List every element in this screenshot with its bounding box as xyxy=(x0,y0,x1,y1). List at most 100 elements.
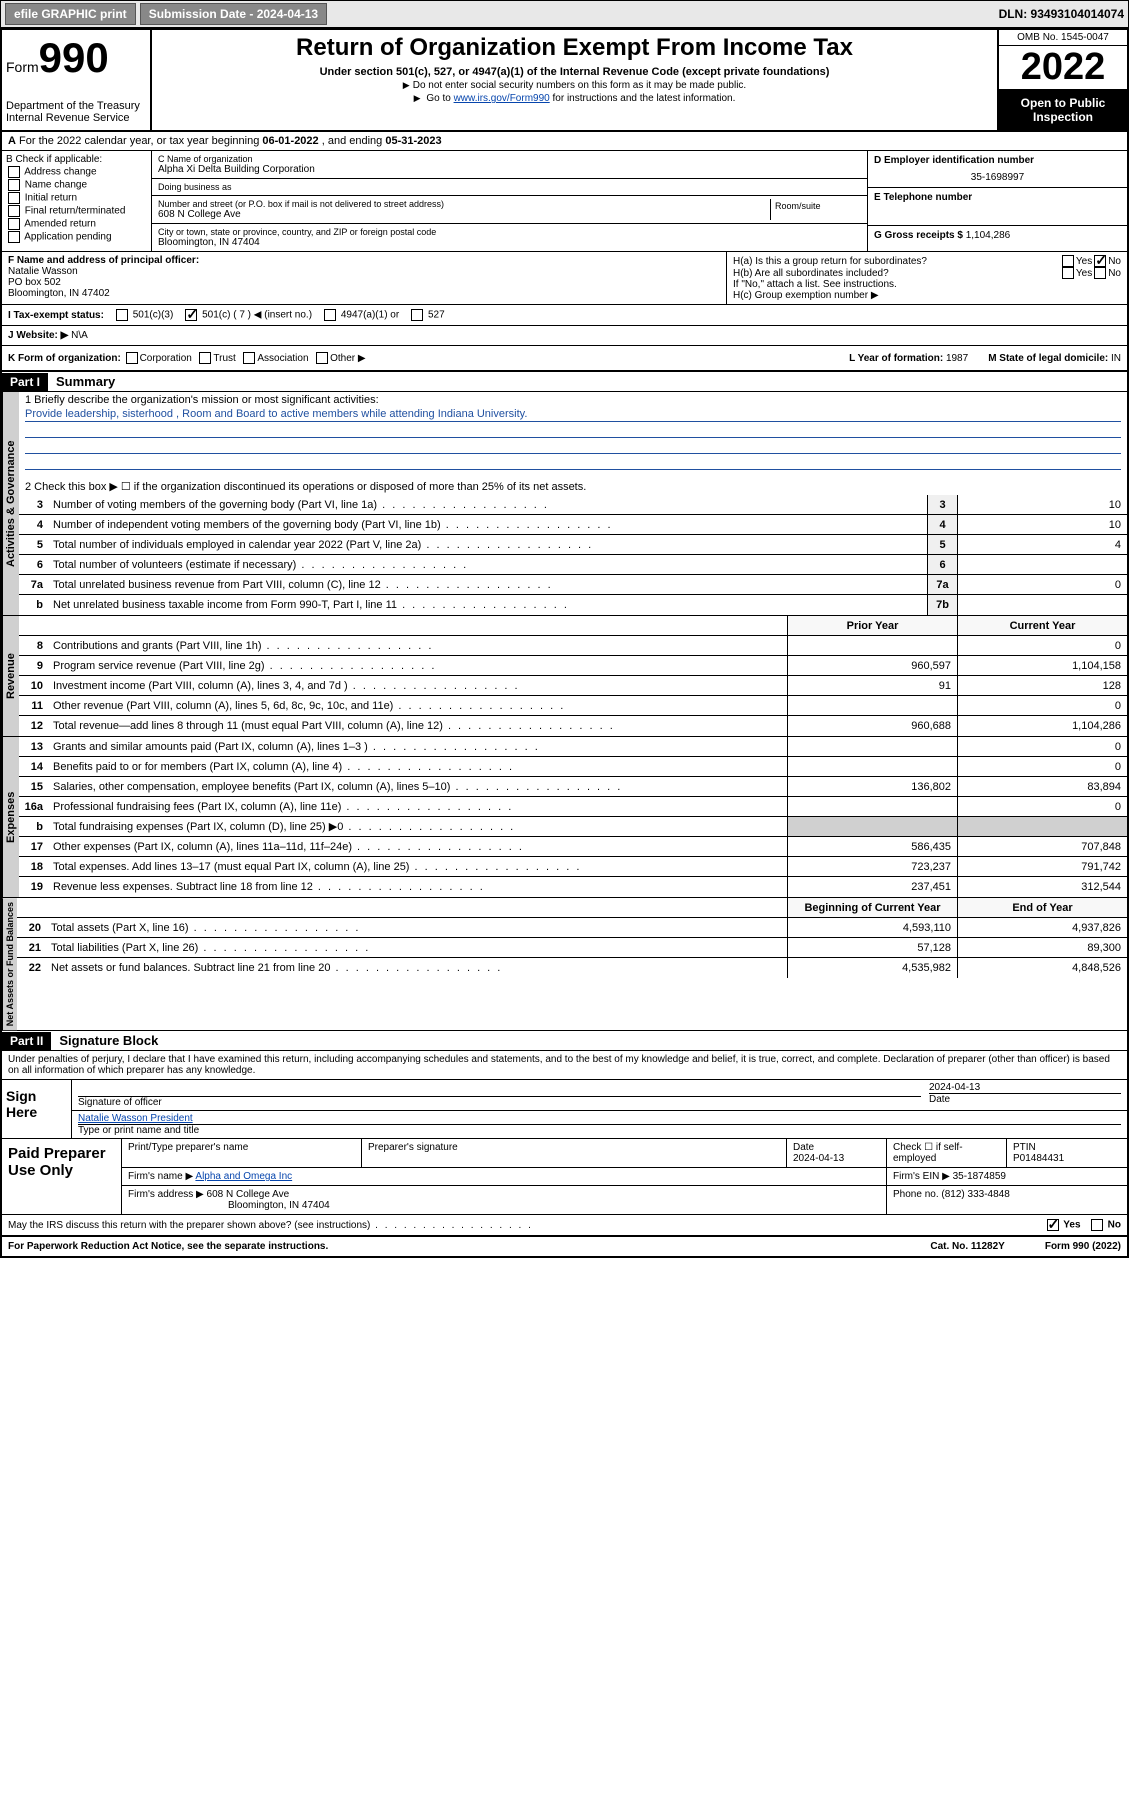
curr-year-hdr: Current Year xyxy=(957,616,1127,635)
check-amended[interactable] xyxy=(8,218,20,230)
check-501c3[interactable] xyxy=(116,309,128,321)
firm-name[interactable]: Alpha and Omega Inc xyxy=(195,1171,292,1182)
row-curr: 0 xyxy=(957,797,1127,816)
vtab-netassets: Net Assets or Fund Balances xyxy=(2,898,17,1030)
firm-addr2: Bloomington, IN 47404 xyxy=(128,1200,880,1211)
check-name-change[interactable] xyxy=(8,179,20,191)
city-value: Bloomington, IN 47404 xyxy=(158,237,861,248)
hb-no-check[interactable] xyxy=(1094,267,1106,279)
lbl-name-change: Name change xyxy=(25,180,87,191)
irs-link[interactable]: www.irs.gov/Form990 xyxy=(454,93,550,104)
gov-val: 4 xyxy=(957,535,1127,554)
row-prior: 4,593,110 xyxy=(787,918,957,937)
row-desc: Salaries, other compensation, employee b… xyxy=(49,779,787,795)
row-desc: Total fundraising expenses (Part IX, col… xyxy=(49,818,787,835)
table-row-20: 20 Total assets (Part X, line 16) 4,593,… xyxy=(17,918,1127,938)
submission-date-button[interactable]: Submission Date - 2024-04-13 xyxy=(140,3,327,25)
row-a-tax-year: A For the 2022 calendar year, or tax yea… xyxy=(2,132,1127,151)
officer-name[interactable]: Natalie Wasson President xyxy=(78,1113,1121,1124)
k-label: K Form of organization: xyxy=(8,353,121,364)
gov-val: 10 xyxy=(957,495,1127,514)
footer-left: For Paperwork Reduction Act Notice, see … xyxy=(8,1241,328,1252)
l-value: 1987 xyxy=(946,353,968,364)
row-desc: Other revenue (Part VIII, column (A), li… xyxy=(49,698,787,714)
efile-print-button[interactable]: efile GRAPHIC print xyxy=(5,3,136,25)
check-501c[interactable] xyxy=(185,309,197,321)
check-final-return[interactable] xyxy=(8,205,20,217)
form-subtitle: Under section 501(c), 527, or 4947(a)(1)… xyxy=(160,66,989,78)
gov-line-5: 5 Total number of individuals employed i… xyxy=(19,535,1127,555)
row-prior: 237,451 xyxy=(787,877,957,897)
l-label: L Year of formation: xyxy=(849,353,943,364)
table-row-10: 10 Investment income (Part VIII, column … xyxy=(19,676,1127,696)
check-address-change[interactable] xyxy=(8,166,20,178)
ha-yes-check[interactable] xyxy=(1062,255,1074,267)
paid-preparer-label: Paid Preparer Use Only xyxy=(2,1139,122,1214)
paid-preparer-row: Paid Preparer Use Only Print/Type prepar… xyxy=(2,1139,1127,1215)
begin-year-hdr: Beginning of Current Year xyxy=(787,898,957,917)
gov-box: 4 xyxy=(927,515,957,534)
check-app-pending[interactable] xyxy=(8,231,20,243)
row-curr: 0 xyxy=(957,696,1127,715)
gov-num: 5 xyxy=(19,539,49,551)
may-irs-no-check[interactable] xyxy=(1091,1219,1103,1231)
row-desc: Total liabilities (Part X, line 26) xyxy=(47,940,787,956)
line1-label: 1 Briefly describe the organization's mi… xyxy=(25,394,1121,406)
efile-topbar: efile GRAPHIC print Submission Date - 20… xyxy=(0,0,1129,28)
col-d-ein: D Employer identification number 35-1698… xyxy=(867,151,1127,251)
gov-box: 6 xyxy=(927,555,957,574)
may-irs-yes: Yes xyxy=(1063,1220,1080,1231)
check-corp[interactable] xyxy=(126,352,138,364)
vtab-expenses: Expenses xyxy=(2,737,19,897)
row-desc: Total expenses. Add lines 13–17 (must eq… xyxy=(49,859,787,875)
hb-no: No xyxy=(1108,268,1121,279)
gov-box: 5 xyxy=(927,535,957,554)
gov-desc: Total number of individuals employed in … xyxy=(49,537,927,553)
check-other[interactable] xyxy=(316,352,328,364)
table-row-9: 9 Program service revenue (Part VIII, li… xyxy=(19,656,1127,676)
gov-num: 6 xyxy=(19,559,49,571)
lbl-501c3: 501(c)(3) xyxy=(133,310,174,321)
check-initial-return[interactable] xyxy=(8,192,20,204)
row-desc: Revenue less expenses. Subtract line 18 … xyxy=(49,879,787,895)
form-title: Return of Organization Exempt From Incom… xyxy=(160,34,989,62)
col-c-org-info: C Name of organization Alpha Xi Delta Bu… xyxy=(152,151,867,251)
note-ssn: Do not enter social security numbers on … xyxy=(160,80,989,91)
row-curr: 89,300 xyxy=(957,938,1127,957)
row-prior xyxy=(787,636,957,655)
gov-desc: Total unrelated business revenue from Pa… xyxy=(49,577,927,593)
gov-desc: Number of independent voting members of … xyxy=(49,517,927,533)
hb-label: H(b) Are all subordinates included? xyxy=(733,268,1060,279)
prep-date-value: 2024-04-13 xyxy=(793,1153,880,1164)
may-irs-no: No xyxy=(1108,1220,1121,1231)
firm-addr1: 608 N College Ave xyxy=(207,1189,290,1200)
check-trust[interactable] xyxy=(199,352,211,364)
row-curr: 707,848 xyxy=(957,837,1127,856)
irs-label: Internal Revenue Service xyxy=(6,112,146,124)
section-fh: F Name and address of principal officer:… xyxy=(2,252,1127,305)
may-irs-yes-check[interactable] xyxy=(1047,1219,1059,1231)
row-prior xyxy=(787,797,957,816)
gov-line-7a: 7a Total unrelated business revenue from… xyxy=(19,575,1127,595)
gov-box: 7a xyxy=(927,575,957,594)
may-irs-text: May the IRS discuss this return with the… xyxy=(8,1220,533,1231)
table-row-21: 21 Total liabilities (Part X, line 26) 5… xyxy=(17,938,1127,958)
officer-type-label: Type or print name and title xyxy=(78,1124,1121,1136)
lbl-4947: 4947(a)(1) or xyxy=(341,310,399,321)
check-assoc[interactable] xyxy=(243,352,255,364)
check-4947[interactable] xyxy=(324,309,336,321)
header-middle: Return of Organization Exempt From Incom… xyxy=(152,30,997,130)
phone-label: E Telephone number xyxy=(874,192,1121,203)
ha-no-check[interactable] xyxy=(1094,255,1106,267)
hb-yes-check[interactable] xyxy=(1062,267,1074,279)
row-a-begin: 06-01-2022 xyxy=(262,135,318,147)
row-a-text: For the 2022 calendar year, or tax year … xyxy=(19,135,262,147)
table-row-15: 15 Salaries, other compensation, employe… xyxy=(19,777,1127,797)
check-527[interactable] xyxy=(411,309,423,321)
row-num: 14 xyxy=(19,761,49,773)
ein-label: D Employer identification number xyxy=(874,155,1121,166)
gov-desc: Net unrelated business taxable income fr… xyxy=(49,597,927,613)
form-container: Form990 Department of the Treasury Inter… xyxy=(0,28,1129,1258)
ha-yes: Yes xyxy=(1076,256,1092,267)
gov-num: 7a xyxy=(19,579,49,591)
